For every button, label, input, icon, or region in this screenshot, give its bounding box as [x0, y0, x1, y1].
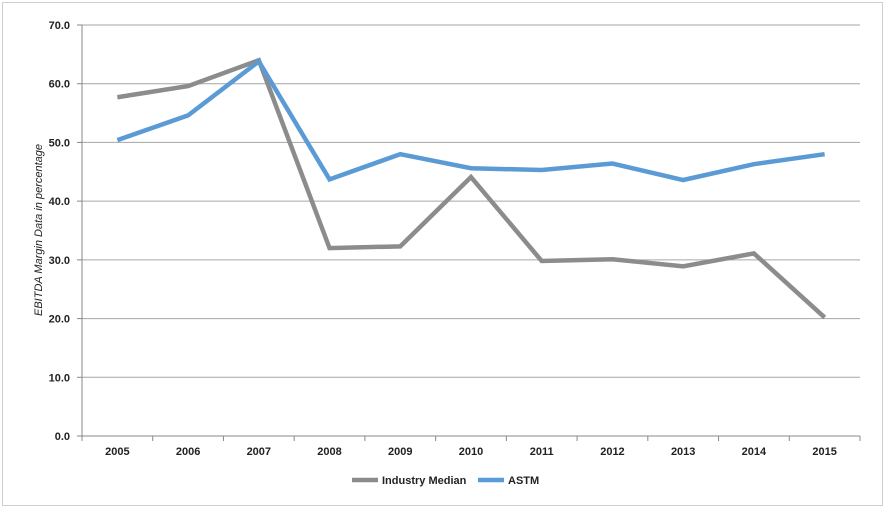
- y-tick-label: 20.0: [49, 314, 70, 326]
- series-lines: [116, 57, 827, 320]
- x-tick-label: 2009: [388, 446, 412, 458]
- y-axis-tick-labels: 0.0 10.0 20.0 30.0 40.0 50.0 60.0 70.0: [49, 20, 82, 443]
- x-tick-label: 2015: [812, 446, 836, 458]
- y-tick-label: 30.0: [49, 255, 70, 267]
- series-line-1: [116, 58, 825, 183]
- legend-label-0: Industry Median: [382, 475, 467, 487]
- gridlines: [82, 24, 860, 378]
- y-tick-label: 40.0: [49, 196, 70, 208]
- series-line-0: [117, 57, 827, 320]
- axes: [81, 25, 861, 441]
- y-axis-label: EBITDA Margin Data in percentage: [33, 144, 45, 316]
- legend-label-1: ASTM: [508, 475, 539, 487]
- y-tick-label: 70.0: [49, 20, 70, 32]
- x-tick-label: 2010: [459, 446, 483, 458]
- x-tick-label: 2011: [530, 446, 554, 458]
- x-tick-label: 2007: [247, 446, 271, 458]
- x-tick-label: 2006: [176, 446, 200, 458]
- x-tick-label: 2014: [742, 446, 767, 458]
- y-tick-label: 50.0: [49, 137, 70, 149]
- x-axis-tick-labels: 2005 2006 2007 2008 2009 2010 2011 2012 2013 2014…: [105, 446, 837, 458]
- x-tick-label: 2005: [105, 446, 129, 458]
- x-tick-label: 2008: [317, 446, 341, 458]
- y-tick-label: 10.0: [49, 372, 70, 384]
- x-tick-label: 2013: [671, 446, 695, 458]
- legend: Industry Median ASTM: [352, 475, 539, 487]
- x-tick-label: 2012: [600, 446, 624, 458]
- y-tick-label: 0.0: [55, 431, 70, 443]
- y-tick-label: 60.0: [49, 79, 70, 91]
